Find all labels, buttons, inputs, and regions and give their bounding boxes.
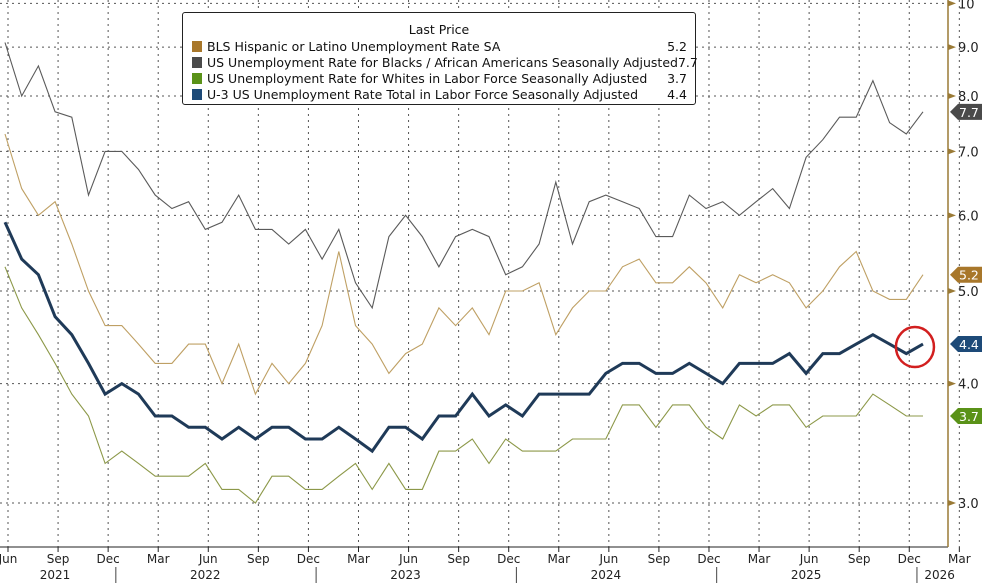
x-tick-label: Dec	[697, 552, 720, 566]
x-tick-label: Jun	[0, 552, 17, 566]
x-tick-label: Mar	[547, 552, 570, 566]
legend-last-value: 3.7	[667, 70, 687, 86]
last-value-tag-shape	[950, 336, 982, 353]
last-value-tag-hispanic: 5.2	[950, 266, 982, 283]
last-value-tag-text: 7.7	[959, 105, 979, 120]
year-label: 2022	[190, 568, 221, 582]
y-tick-mark	[948, 0, 956, 7]
last-value-tag-black: 7.7	[950, 103, 982, 120]
y-tick-label: 4.0	[958, 378, 979, 393]
last-value-tag-u3: 4.4	[950, 336, 982, 353]
year-label: 2024	[591, 568, 622, 582]
y-tick-mark	[948, 380, 956, 387]
legend-item-black: US Unemployment Rate for Blacks / Africa…	[192, 54, 698, 70]
last-value-tag-shape	[950, 407, 982, 424]
series-line-hispanic	[4, 133, 924, 396]
x-tick-label: Dec	[898, 552, 921, 566]
legend-label: US Unemployment Rate for Whites in Labor…	[207, 70, 648, 86]
y-tick-label: 6.0	[958, 209, 979, 224]
y-tick-mark	[948, 500, 956, 506]
legend-label: U-3 US Unemployment Rate Total in Labor …	[207, 86, 639, 102]
x-tick-label: Dec	[97, 552, 120, 566]
legend-last-value: 4.4	[667, 86, 687, 102]
y-tick-label: 8.0	[958, 90, 979, 105]
last-value-tag-text: 4.4	[959, 337, 979, 352]
y-tick-mark	[948, 212, 956, 219]
y-tick-mark	[948, 148, 956, 155]
last-value-tag-text: 3.7	[959, 409, 979, 424]
legend-last-value: 7.7	[677, 54, 698, 70]
legend-swatch-u3	[192, 88, 202, 100]
legend-label: US Unemployment Rate for Blacks / Africa…	[207, 54, 678, 70]
year-label: 2025	[791, 568, 822, 582]
series-line-black	[4, 42, 924, 310]
legend-last-value: 5.2	[667, 38, 687, 54]
last-value-tag-white: 3.7	[950, 407, 982, 424]
year-label: 2026	[924, 568, 955, 582]
x-tick-label: Mar	[147, 552, 170, 566]
x-tick-label: Jun	[598, 552, 618, 566]
legend: Last Price BLS Hispanic or Latino Unempl…	[182, 12, 698, 105]
y-tick-mark	[948, 288, 956, 295]
x-tick-label: Sep	[648, 552, 671, 566]
y-tick-mark	[948, 92, 956, 99]
last-value-tag-shape	[950, 266, 982, 283]
x-tick-label: Mar	[948, 552, 971, 566]
x-tick-label: Jun	[198, 552, 218, 566]
y-tick-mark	[948, 44, 956, 51]
highlight-circle	[894, 325, 936, 369]
legend-item-u3: U-3 US Unemployment Rate Total in Labor …	[192, 86, 687, 102]
last-value-tag-text: 5.2	[959, 268, 979, 283]
last-value-tag-shape	[950, 103, 982, 120]
legend-swatch-hispanic	[192, 40, 202, 52]
series-line-u3	[3, 221, 924, 454]
legend-item-hispanic: BLS Hispanic or Latino Unemployment Rate…	[192, 38, 687, 54]
y-tick-label: 9.0	[958, 41, 979, 56]
y-tick-label: 7.0	[958, 145, 979, 160]
x-tick-label: Mar	[748, 552, 771, 566]
y-tick-label: 10	[958, 0, 975, 12]
x-tick-label: Dec	[497, 552, 520, 566]
legend-label: BLS Hispanic or Latino Unemployment Rate…	[207, 38, 501, 54]
legend-swatch-black	[192, 56, 202, 68]
legend-swatch-white	[192, 72, 202, 84]
series-line-white	[4, 266, 923, 504]
x-tick-label: Sep	[247, 552, 270, 566]
x-tick-label: Sep	[848, 552, 871, 566]
x-tick-label: Sep	[447, 552, 470, 566]
year-label: 2021	[40, 568, 71, 582]
year-label: 2023	[390, 568, 421, 582]
y-tick-label: 3.0	[958, 497, 979, 512]
x-tick-label: Jun	[799, 552, 819, 566]
legend-title: Last Price	[408, 22, 470, 37]
x-tick-label: Dec	[297, 552, 320, 566]
y-tick-label: 5.0	[958, 285, 979, 300]
legend-item-white: US Unemployment Rate for Whites in Labor…	[192, 70, 687, 86]
x-tick-label: Mar	[347, 552, 370, 566]
x-tick-label: Sep	[47, 552, 70, 566]
x-tick-label: Jun	[398, 552, 418, 566]
